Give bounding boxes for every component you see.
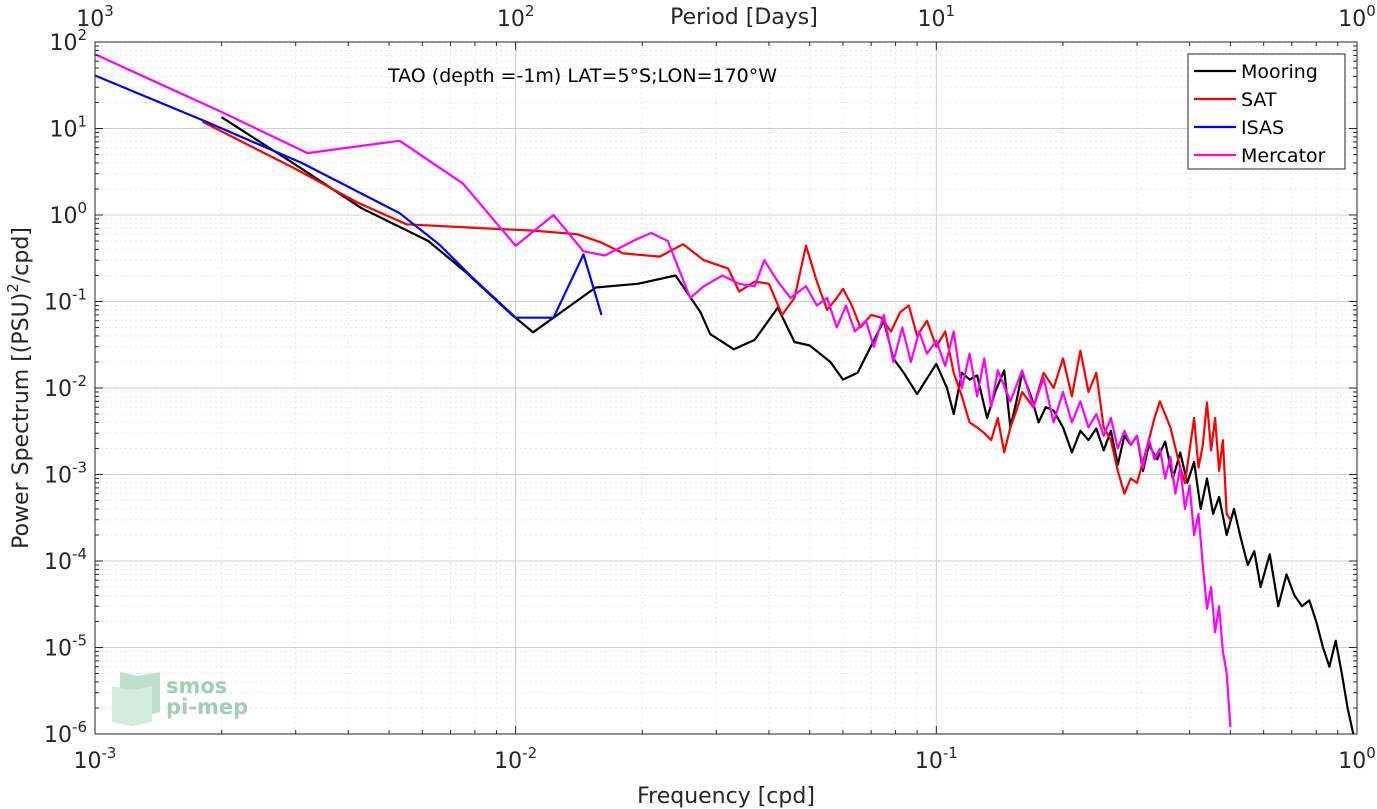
y-tick-label-base: 10: [44, 550, 72, 575]
y-tick-label: 100: [49, 199, 87, 229]
legend: Mooring SAT ISAS Mercator: [1187, 53, 1346, 170]
y-tick-label: 10-5: [44, 632, 87, 662]
top-tick-label: 103: [76, 2, 114, 32]
y-tick-label: 101: [49, 113, 87, 143]
legend-label-mercator: Mercator: [1241, 145, 1326, 167]
logo-text-smos: smos: [166, 674, 227, 698]
tick-marks: [94, 41, 1358, 735]
y-tick-label-base: 10: [44, 377, 72, 402]
x-tick-label-base: 10: [1338, 749, 1366, 774]
y-axis-title-tail: /cpd]: [9, 227, 34, 283]
series-line-mooring: [221, 116, 1355, 735]
top-tick-label-exp: 0: [1366, 2, 1376, 20]
top-tick-label-base: 10: [497, 7, 525, 32]
y-tick-label-exp: -5: [72, 632, 87, 650]
top-tick-label-base: 10: [918, 7, 946, 32]
y-tick-label-base: 10: [44, 291, 72, 316]
x-tick-label: 100: [1338, 744, 1376, 774]
top-tick-label-base: 10: [76, 7, 104, 32]
y-axis-title-main: Power Spectrum [(PSU): [9, 293, 34, 549]
legend-label-sat: SAT: [1241, 89, 1277, 111]
y-tick-label-base: 10: [44, 723, 72, 748]
logo-text-pi-mep: pi-mep: [166, 695, 248, 719]
top-tick-label: 100: [1338, 2, 1376, 32]
x-tick-label: 10-1: [915, 744, 958, 774]
x-tick-label-base: 10: [494, 749, 522, 774]
top-tick-label: 102: [497, 2, 535, 32]
y-tick-label: 10-4: [44, 545, 87, 575]
top-tick-label: 101: [918, 2, 956, 32]
y-tick-label-base: 10: [44, 464, 72, 489]
x-tick-label: 10-3: [74, 744, 117, 774]
series-line-mercator: [94, 53, 1232, 728]
smos-pi-mep-logo: smos pi-mep: [112, 672, 248, 726]
y-tick-label: 10-6: [44, 718, 87, 748]
x-tick-label-base: 10: [74, 749, 102, 774]
legend-label-isas: ISAS: [1241, 117, 1284, 139]
x-tick-label: 10-2: [494, 744, 537, 774]
y-tick-label-exp: 1: [77, 113, 87, 131]
y-tick-label-exp: -6: [72, 718, 87, 736]
y-tick-label-base: 10: [49, 31, 77, 56]
y-tick-label-base: 10: [49, 204, 77, 229]
top-tick-label-exp: 1: [946, 2, 956, 20]
x-tick-label-exp: 0: [1366, 744, 1376, 762]
annotation-text: TAO (depth =-1m) LAT=5°S;LON=170°W: [387, 65, 777, 87]
y-tick-label-base: 10: [44, 637, 72, 662]
top-tick-label-exp: 3: [104, 2, 114, 20]
y-tick-label: 10-1: [44, 286, 87, 316]
legend-label-mooring: Mooring: [1241, 61, 1318, 83]
logo-mark-layer: [112, 686, 152, 726]
x-tick-label-exp: -2: [522, 744, 537, 762]
legend-box: [1187, 53, 1346, 170]
y-axis-title-sup: 2: [4, 283, 22, 293]
y-tick-label: 10-3: [44, 459, 87, 489]
y-tick-label-exp: -4: [72, 545, 87, 563]
y-tick-label-exp: -2: [72, 372, 87, 390]
series-line-isas: [94, 74, 603, 319]
x-tick-label-exp: -1: [943, 744, 958, 762]
x-tick-label-base: 10: [915, 749, 943, 774]
y-tick-label-exp: 2: [77, 26, 87, 44]
series-layer: [94, 53, 1355, 735]
y-tick-label: 10-2: [44, 372, 87, 402]
top-axis-title: Period [Days]: [670, 5, 818, 30]
y-tick-label: 102: [49, 26, 87, 56]
x-axis-title: Frequency [cpd]: [637, 784, 815, 809]
y-tick-label-exp: 0: [77, 199, 87, 217]
y-axis-title: Power Spectrum [(PSU)2/cpd]: [4, 227, 34, 549]
top-tick-label-exp: 2: [525, 2, 535, 20]
y-tick-label-base: 10: [49, 118, 77, 143]
top-tick-label-base: 10: [1338, 7, 1366, 32]
y-tick-label-exp: -1: [72, 286, 87, 304]
y-tick-label-exp: -3: [72, 459, 87, 477]
x-tick-label-exp: -3: [102, 744, 117, 762]
